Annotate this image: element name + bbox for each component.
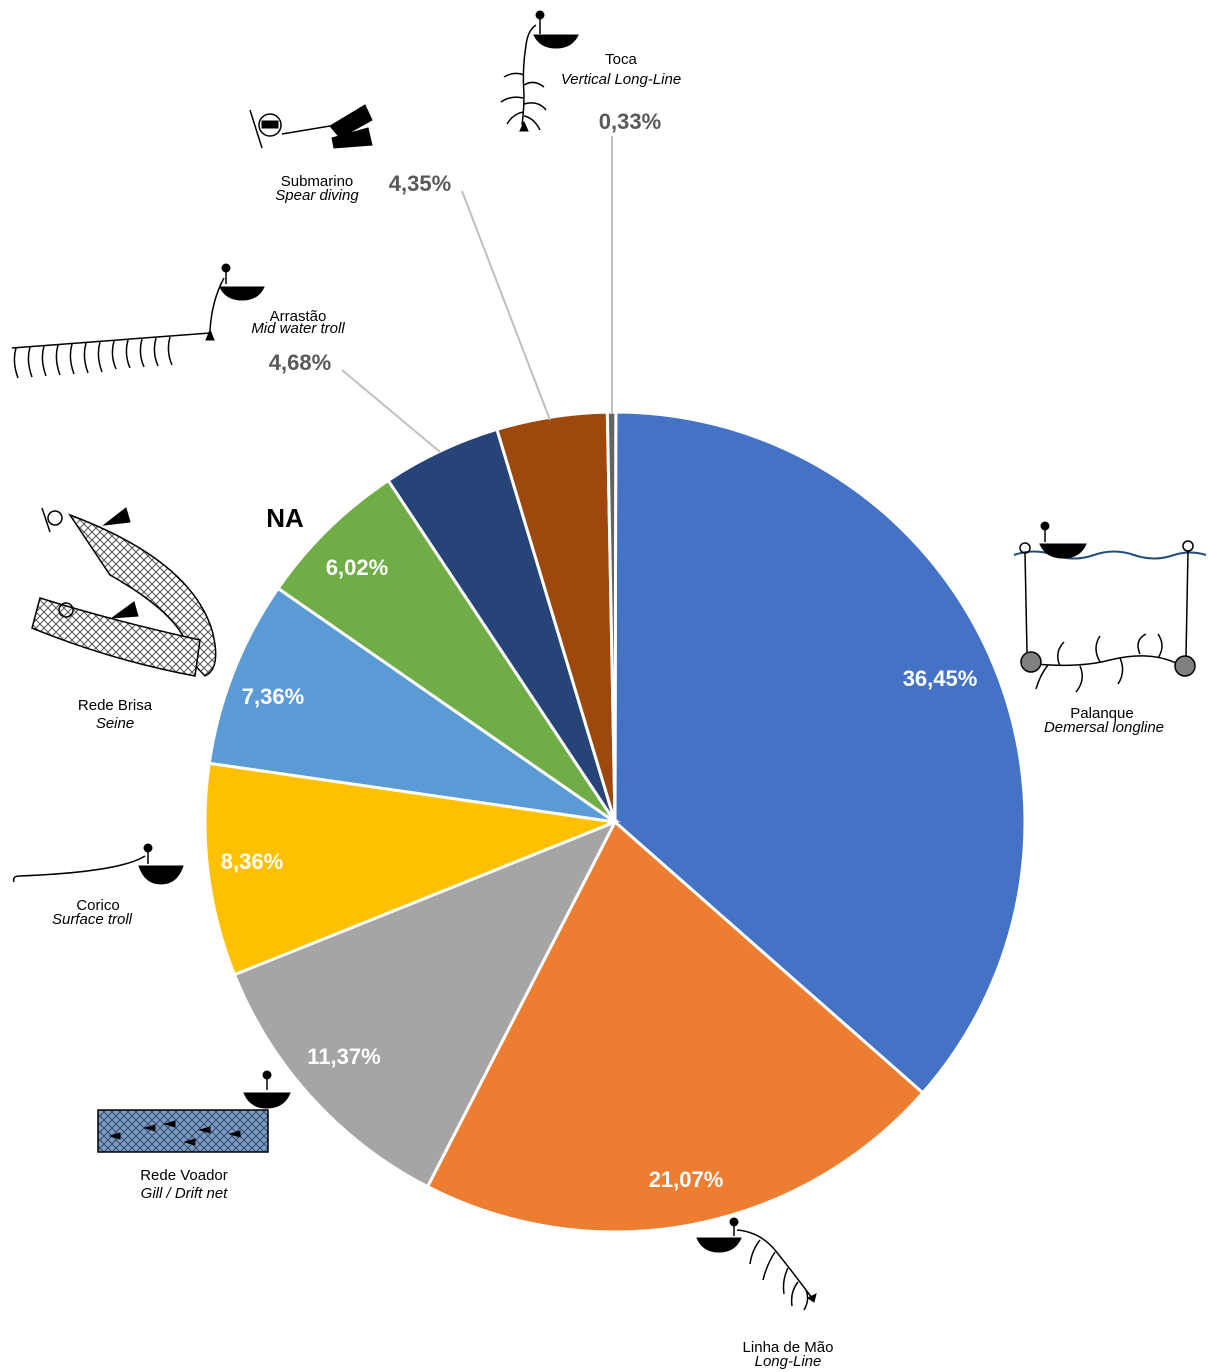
vertical-longline-icon <box>500 10 579 132</box>
rede-voador-label: Rede Voador <box>140 1167 228 1184</box>
na-annotation: NA <box>266 503 304 533</box>
value-labels: 36,45% 21,07% 11,37% 8,36% 7,36% 6,02% 4,68% 4,… <box>221 109 978 1192</box>
rede-brisa-label: Rede Brisa <box>78 697 153 714</box>
arrastao-sublabel: Mid water troll <box>251 320 345 337</box>
pie-slice <box>425 819 925 1234</box>
pie-slice <box>207 586 616 824</box>
hand-line-icon <box>696 1217 817 1311</box>
corico-sublabel: Surface troll <box>52 911 133 928</box>
palanque-sublabel: Demersal longline <box>1044 719 1164 736</box>
arrastao-label: Arrastão <box>270 308 327 325</box>
pie-slice <box>232 819 619 1189</box>
submarino-label: Submarino <box>281 173 354 190</box>
rede-voador-sublabel: Gill / Drift net <box>141 1185 229 1202</box>
linha-de-mao-sublabel: Long-Line <box>755 1353 822 1370</box>
seine-icon <box>31 507 217 677</box>
slice-value-label: 7,36% <box>242 684 304 709</box>
toca-sublabel: Vertical Long-Line <box>561 71 681 88</box>
slice-value-label: 21,07% <box>649 1167 724 1192</box>
corico-label: Corico <box>76 897 119 914</box>
pie-slice <box>276 478 617 824</box>
demersal-longline-icon <box>1013 521 1207 693</box>
leader-line <box>341 369 441 453</box>
slice-value-label: 8,36% <box>221 849 283 874</box>
submarino-sublabel: Spear diving <box>275 187 359 204</box>
pie-slice <box>613 410 1027 1095</box>
palanque-label: Palanque <box>1070 705 1133 722</box>
pie-slice <box>203 761 621 977</box>
slice-value-label: 6,02% <box>326 555 388 580</box>
spear-diving-icon <box>249 104 373 149</box>
slice-value-label: 4,35% <box>389 171 451 196</box>
mid-water-troll-icon <box>11 263 265 379</box>
leader-lines <box>341 136 613 453</box>
leader-line <box>461 190 551 421</box>
slice-value-label: 11,37% <box>307 1044 380 1069</box>
surface-troll-icon <box>12 843 184 885</box>
slice-value-label: 0,33% <box>599 109 661 134</box>
rede-brisa-sublabel: Seine <box>96 715 134 732</box>
slice-value-label: 36,45% <box>903 666 978 691</box>
gill-net-icon <box>97 1070 291 1153</box>
linha-de-mao-label: Linha de Mão <box>743 1339 834 1356</box>
toca-label: Toca <box>605 51 637 68</box>
pie-slices <box>203 410 1027 1234</box>
slice-value-label: 4,68% <box>269 350 331 375</box>
